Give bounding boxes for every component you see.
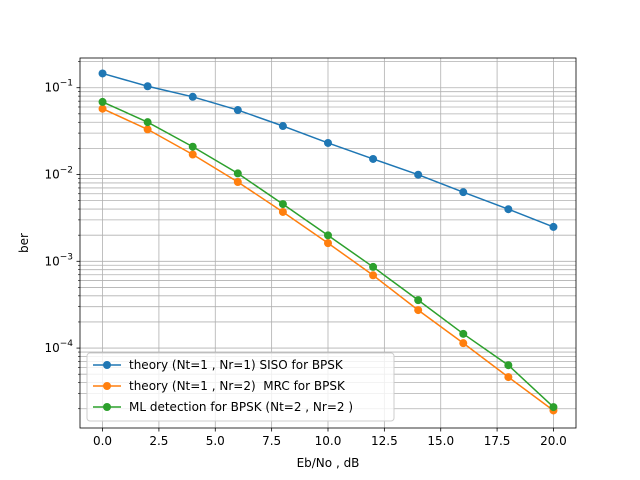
data-point-2-6 bbox=[369, 262, 378, 271]
x-tick-label: 10.0 bbox=[315, 434, 342, 448]
data-point-2-9 bbox=[504, 361, 513, 370]
legend-marker-siso bbox=[103, 361, 111, 369]
data-point-1-7 bbox=[414, 306, 423, 315]
data-point-0-2 bbox=[188, 92, 197, 101]
data-point-1-8 bbox=[459, 339, 468, 348]
y-tick-label: 10−3 bbox=[44, 252, 73, 268]
y-axis-label: ber bbox=[17, 233, 31, 253]
data-point-0-4 bbox=[278, 122, 287, 131]
data-point-0-1 bbox=[143, 82, 152, 91]
data-point-0-6 bbox=[369, 154, 378, 163]
legend-label-ml: ML detection for BPSK (Nt=2 , Nr=2 ) bbox=[129, 400, 353, 414]
data-point-0-0 bbox=[98, 69, 107, 78]
legend-label-mrc: theory (Nt=1 , Nr=2) MRC for BPSK bbox=[129, 379, 346, 393]
legend-entry: theory (Nt=1 , Nr=2) MRC for BPSK bbox=[93, 379, 346, 393]
y-tick-label: 10−1 bbox=[44, 79, 73, 95]
data-point-0-9 bbox=[504, 205, 513, 214]
legend-entry: theory (Nt=1 , Nr=1) SISO for BPSK bbox=[93, 358, 344, 372]
x-tick-label: 2.5 bbox=[149, 434, 168, 448]
data-point-0-7 bbox=[414, 170, 423, 179]
data-point-2-5 bbox=[324, 231, 332, 240]
series-layer bbox=[98, 69, 558, 415]
x-tick-label: 7.5 bbox=[262, 434, 281, 448]
data-point-0-8 bbox=[459, 188, 468, 197]
x-tick-label: 0.0 bbox=[93, 434, 112, 448]
data-point-2-1 bbox=[143, 118, 152, 127]
data-point-0-3 bbox=[233, 106, 242, 115]
ticks: 0.0 2.5 5.0 7.5 10.0 12.5 15.0 17.5 20.0 10−1 10−2… bbox=[44, 61, 567, 448]
x-tick-label: 20.0 bbox=[540, 434, 567, 448]
legend: theory (Nt=1 , Nr=1) SISO for BPSK theor… bbox=[86, 352, 395, 422]
data-point-1-6 bbox=[369, 271, 378, 280]
data-point-2-0 bbox=[98, 97, 107, 106]
y-tick-label: 10−2 bbox=[44, 166, 73, 182]
x-tick-label: 15.0 bbox=[427, 434, 454, 448]
data-point-2-2 bbox=[188, 142, 197, 151]
data-point-1-2 bbox=[188, 150, 197, 159]
data-point-0-10 bbox=[549, 222, 558, 231]
data-point-2-10 bbox=[549, 403, 558, 412]
legend-marker-ml bbox=[103, 403, 111, 411]
data-point-1-9 bbox=[504, 373, 513, 382]
legend-entry: ML detection for BPSK (Nt=2 , Nr=2 ) bbox=[93, 400, 353, 414]
legend-box bbox=[86, 352, 395, 422]
data-point-2-4 bbox=[278, 200, 287, 209]
data-point-1-3 bbox=[233, 177, 242, 186]
x-tick-label: 17.5 bbox=[484, 434, 511, 448]
data-point-2-3 bbox=[233, 169, 242, 178]
legend-label-siso: theory (Nt=1 , Nr=1) SISO for BPSK bbox=[129, 358, 344, 372]
data-point-2-8 bbox=[459, 329, 468, 338]
x-tick-label: 5.0 bbox=[206, 434, 225, 448]
data-point-1-5 bbox=[324, 239, 332, 248]
y-tick-label: 10−4 bbox=[44, 339, 73, 355]
data-point-0-5 bbox=[324, 138, 332, 147]
data-point-1-1 bbox=[143, 125, 152, 134]
data-point-1-4 bbox=[278, 207, 287, 216]
data-point-1-0 bbox=[98, 104, 107, 113]
data-point-2-7 bbox=[414, 296, 423, 305]
x-tick-label: 12.5 bbox=[371, 434, 398, 448]
legend-marker-mrc bbox=[103, 382, 111, 390]
x-axis-label: Eb/No , dB bbox=[297, 456, 360, 470]
